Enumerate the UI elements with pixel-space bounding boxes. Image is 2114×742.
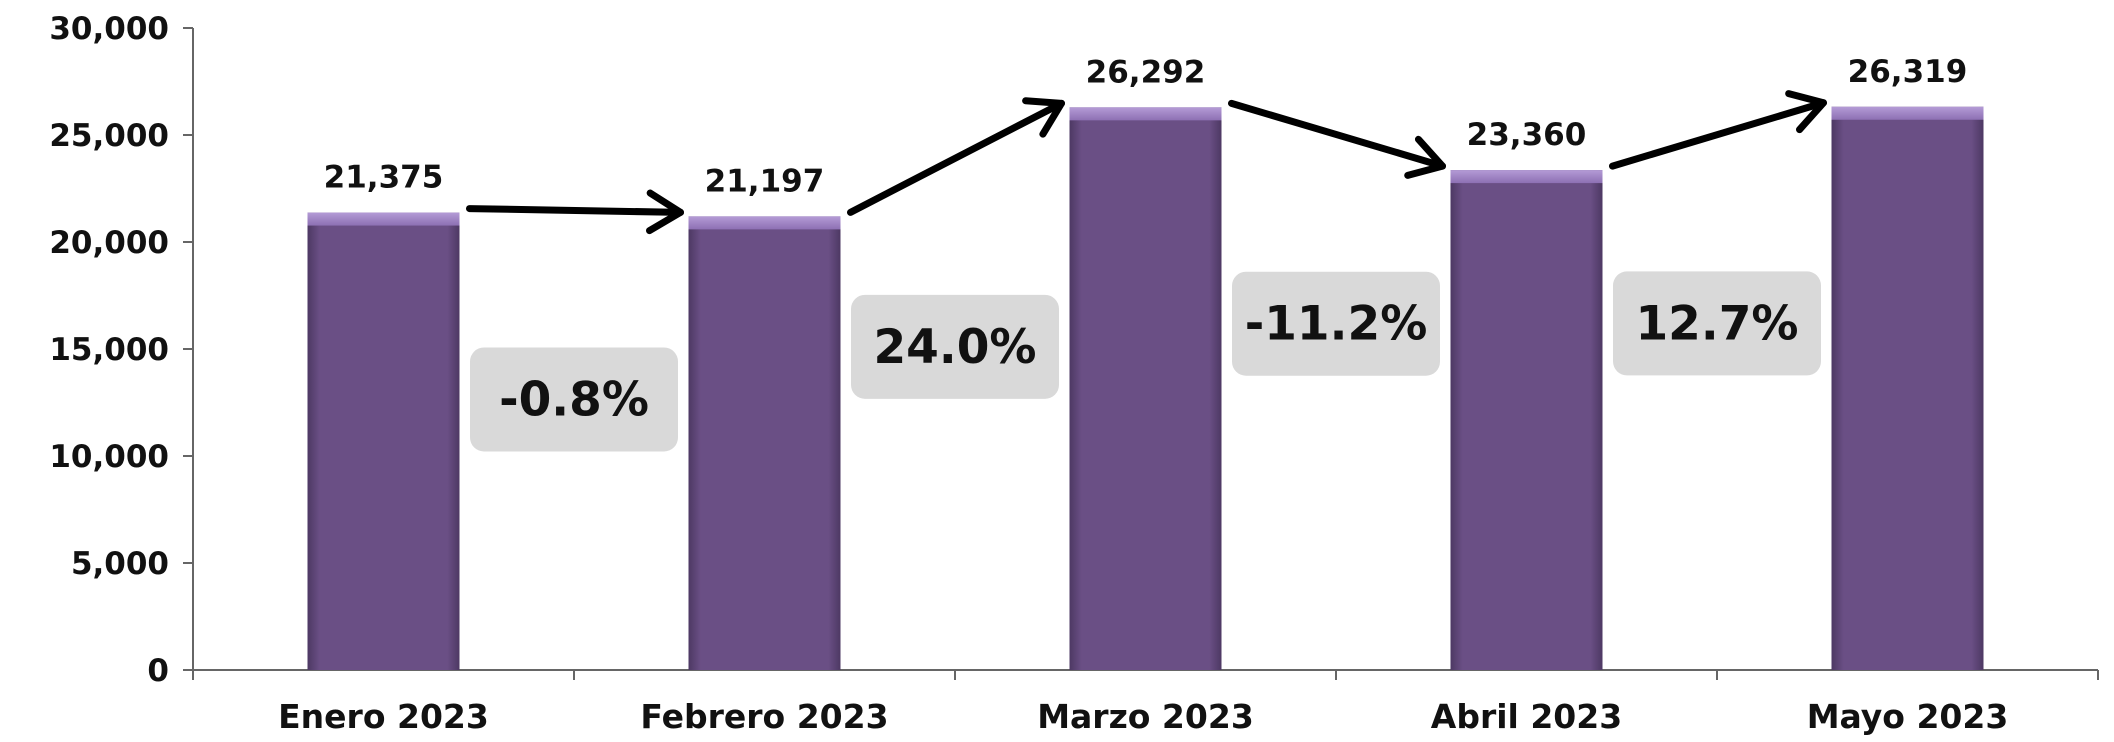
arrow-shaft	[466, 205, 684, 216]
change-box	[1232, 271, 1440, 376]
value-labels: 21,375 21,197 26,292 23,360 26,319	[324, 54, 1968, 200]
change-label: 12.7%	[1635, 296, 1798, 351]
change-box	[1613, 271, 1821, 376]
change-box	[851, 294, 1059, 399]
y-tick-label: 20,000	[49, 225, 169, 261]
bar-body	[688, 216, 841, 670]
x-tick-label: Enero 2023	[278, 697, 489, 736]
bar-top-bevel	[688, 216, 841, 230]
bar	[1831, 106, 1984, 671]
y-tick-label: 30,000	[49, 11, 169, 47]
arrow-shaft	[1228, 99, 1446, 170]
bar	[1450, 170, 1603, 670]
change-box	[470, 347, 678, 452]
trend-arrow	[1609, 90, 1827, 170]
x-tick-label: Febrero 2023	[640, 697, 888, 736]
bar-value-label: 21,197	[705, 163, 825, 199]
y-tick-label: 15,000	[49, 332, 169, 368]
arrow-head	[1022, 97, 1065, 138]
trend-arrow	[847, 97, 1065, 216]
x-tick-label: Mayo 2023	[1807, 697, 2009, 736]
bar-value-label: 23,360	[1467, 117, 1587, 153]
y-tick-label: 25,000	[49, 118, 169, 154]
bar	[307, 212, 460, 670]
bar-body	[1831, 106, 1984, 671]
bar-value-label: 26,319	[1848, 54, 1968, 90]
arrow-shaft	[1609, 99, 1827, 170]
bar-top-bevel	[307, 212, 460, 226]
bar-body	[1069, 107, 1222, 670]
x-tick-label: Marzo 2023	[1037, 697, 1254, 736]
arrow-shaft	[847, 99, 1065, 216]
change-label: 24.0%	[873, 320, 1036, 375]
bar-value-label: 21,375	[324, 160, 444, 196]
x-tick-label: Abril 2023	[1431, 697, 1622, 736]
bar	[1069, 107, 1222, 670]
arrow-head	[1785, 90, 1827, 134]
arrow-head	[645, 189, 684, 235]
y-tick-label: 0	[147, 653, 169, 689]
change-label: -11.2%	[1245, 297, 1428, 352]
y-tick-label: 5,000	[71, 546, 169, 582]
change-label: -0.8%	[499, 372, 649, 427]
trend-arrow	[1228, 99, 1446, 179]
change-boxes: -0.8% 24.0% -11.2% 12.7%	[470, 271, 1821, 452]
y-tick-label: 10,000	[49, 439, 169, 475]
arrow-head	[1404, 135, 1446, 179]
x-axis: Enero 2023 Febrero 2023 Marzo 2023 Abril 20…	[192, 669, 2099, 736]
bars	[307, 106, 1984, 671]
trend-arrow	[466, 189, 684, 235]
trend-arrows	[466, 90, 1827, 235]
bar-body	[1450, 170, 1603, 670]
y-axis: 0 5,000 10,000 15,000 20,000 25,000 30,000	[49, 11, 194, 689]
bar-top-bevel	[1831, 106, 1984, 120]
bar	[688, 216, 841, 670]
bar-body	[307, 212, 460, 670]
bar-value-label: 26,292	[1086, 54, 1206, 90]
bar-top-bevel	[1069, 107, 1222, 121]
bar-top-bevel	[1450, 170, 1603, 184]
